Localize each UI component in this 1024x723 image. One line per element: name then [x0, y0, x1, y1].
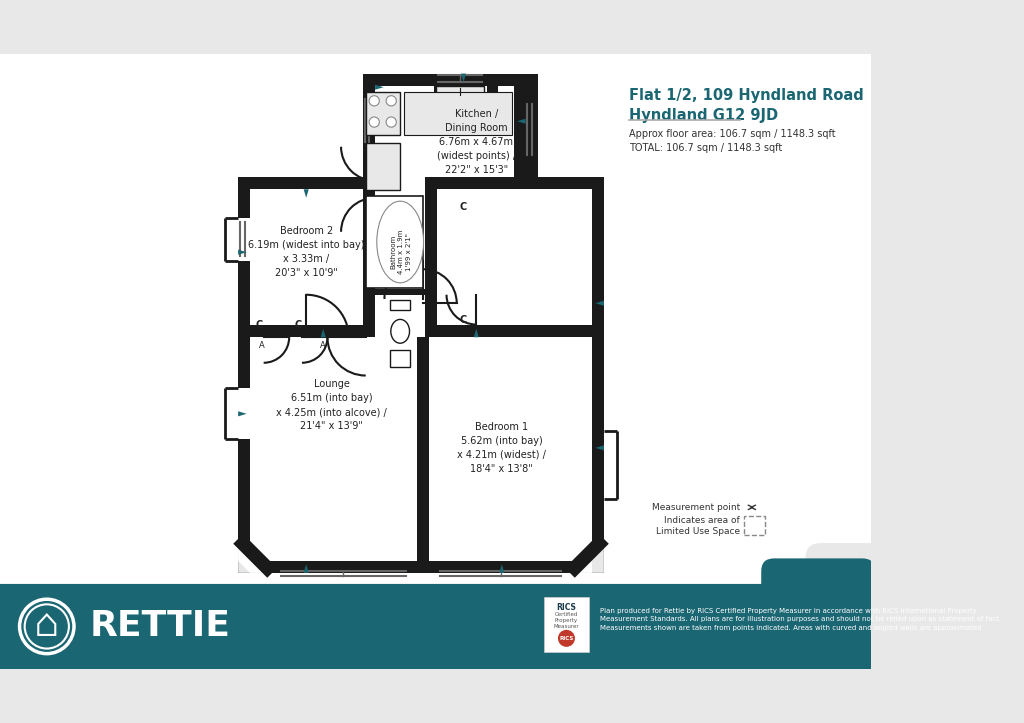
- Text: Approx floor area: 106.7 sqm / 1148.3 sqft: Approx floor area: 106.7 sqm / 1148.3 sq…: [630, 129, 836, 139]
- Bar: [366, 196, 423, 288]
- Text: Lounge
6.51m (into bay)
x 4.25m (into alcove) /
21'4" x 13'9": Lounge 6.51m (into bay) x 4.25m (into al…: [276, 380, 387, 432]
- Bar: [366, 93, 399, 134]
- FancyBboxPatch shape: [0, 584, 871, 669]
- Bar: [225, 388, 250, 440]
- Bar: [364, 74, 538, 85]
- Bar: [423, 337, 592, 561]
- Bar: [514, 177, 604, 189]
- Polygon shape: [239, 539, 272, 573]
- Text: RICS: RICS: [556, 603, 577, 612]
- Polygon shape: [461, 74, 466, 82]
- FancyBboxPatch shape: [806, 543, 896, 591]
- Bar: [375, 189, 425, 325]
- Circle shape: [369, 117, 379, 127]
- Text: TOTAL: 106.7 sqm / 1148.3 sqft: TOTAL: 106.7 sqm / 1148.3 sqft: [630, 143, 782, 153]
- Bar: [425, 189, 437, 337]
- Circle shape: [386, 117, 396, 127]
- Bar: [486, 74, 499, 98]
- Polygon shape: [569, 539, 604, 573]
- Polygon shape: [474, 329, 479, 337]
- Bar: [364, 74, 375, 189]
- Bar: [744, 516, 766, 534]
- FancyBboxPatch shape: [761, 558, 876, 601]
- Text: Kitchen /
Dining Room
6.76m x 4.67m
(widest points) /
22'2" x 15'3": Kitchen / Dining Room 6.76m x 4.67m (wid…: [436, 108, 516, 175]
- Bar: [486, 74, 538, 85]
- Polygon shape: [500, 565, 505, 573]
- Bar: [436, 85, 484, 95]
- Text: C: C: [294, 320, 301, 330]
- Circle shape: [558, 630, 574, 647]
- Text: Certified
Property
Measurer: Certified Property Measurer: [554, 612, 580, 629]
- Bar: [514, 74, 525, 189]
- Ellipse shape: [377, 201, 424, 283]
- Bar: [434, 74, 445, 98]
- Bar: [425, 325, 592, 337]
- Polygon shape: [321, 329, 326, 337]
- Bar: [417, 337, 429, 573]
- Text: RICS: RICS: [559, 636, 573, 641]
- Bar: [0, 54, 871, 584]
- Polygon shape: [569, 539, 604, 573]
- Text: Hyndland G12 9JD: Hyndland G12 9JD: [630, 108, 778, 123]
- Circle shape: [369, 95, 379, 106]
- Polygon shape: [304, 565, 309, 573]
- Polygon shape: [304, 189, 309, 198]
- Text: Indicates area of
Limited Use Space: Indicates area of Limited Use Space: [655, 515, 740, 536]
- Ellipse shape: [391, 320, 410, 343]
- Text: C: C: [460, 202, 467, 212]
- Bar: [0, 584, 871, 669]
- Bar: [525, 74, 538, 189]
- Polygon shape: [239, 249, 247, 254]
- Ellipse shape: [391, 351, 409, 366]
- Polygon shape: [239, 539, 272, 573]
- Bar: [434, 74, 486, 85]
- Text: Bedroom 2
6.19m (widest into bay)
x 3.33m /
20'3" x 10'9": Bedroom 2 6.19m (widest into bay) x 3.33…: [248, 226, 365, 278]
- Bar: [364, 74, 538, 85]
- Bar: [250, 337, 423, 561]
- Bar: [423, 189, 592, 325]
- Polygon shape: [239, 411, 247, 416]
- Bar: [404, 93, 512, 134]
- Text: Bedroom 1
5.62m (into bay)
x 4.21m (widest) /
18'4" x 13'8": Bedroom 1 5.62m (into bay) x 4.21m (wide…: [458, 422, 546, 474]
- Bar: [545, 596, 589, 652]
- Bar: [364, 288, 437, 295]
- Bar: [364, 189, 375, 337]
- Text: C: C: [256, 320, 263, 330]
- Bar: [592, 189, 604, 573]
- Bar: [250, 189, 375, 325]
- Text: Bathroom
4.4m x 1.9m
1'99 x 2'1": Bathroom 4.4m x 1.9m 1'99 x 2'1": [390, 230, 413, 275]
- Text: A: A: [259, 341, 264, 350]
- Bar: [239, 189, 250, 573]
- Text: Flat 1/2, 109 Hyndland Road: Flat 1/2, 109 Hyndland Road: [630, 88, 864, 103]
- Bar: [390, 350, 411, 367]
- Bar: [225, 218, 250, 261]
- Polygon shape: [595, 301, 604, 306]
- Polygon shape: [375, 85, 384, 90]
- Bar: [364, 74, 434, 85]
- Text: A: A: [321, 341, 326, 350]
- Bar: [425, 177, 525, 189]
- Text: C: C: [460, 315, 467, 325]
- Bar: [239, 325, 375, 337]
- Polygon shape: [517, 119, 525, 124]
- Text: Measurement point: Measurement point: [651, 503, 740, 512]
- Bar: [366, 143, 399, 190]
- Polygon shape: [595, 445, 604, 450]
- Bar: [525, 177, 604, 189]
- Bar: [239, 561, 604, 573]
- Text: RETTIE: RETTIE: [89, 609, 230, 643]
- Bar: [375, 74, 525, 177]
- Text: Plan produced for Rettie by RICS Certified Property Measurer in accordance with : Plan produced for Rettie by RICS Certifi…: [600, 608, 1000, 630]
- Bar: [390, 300, 411, 310]
- Bar: [604, 431, 616, 499]
- Circle shape: [386, 95, 396, 106]
- Bar: [239, 177, 375, 189]
